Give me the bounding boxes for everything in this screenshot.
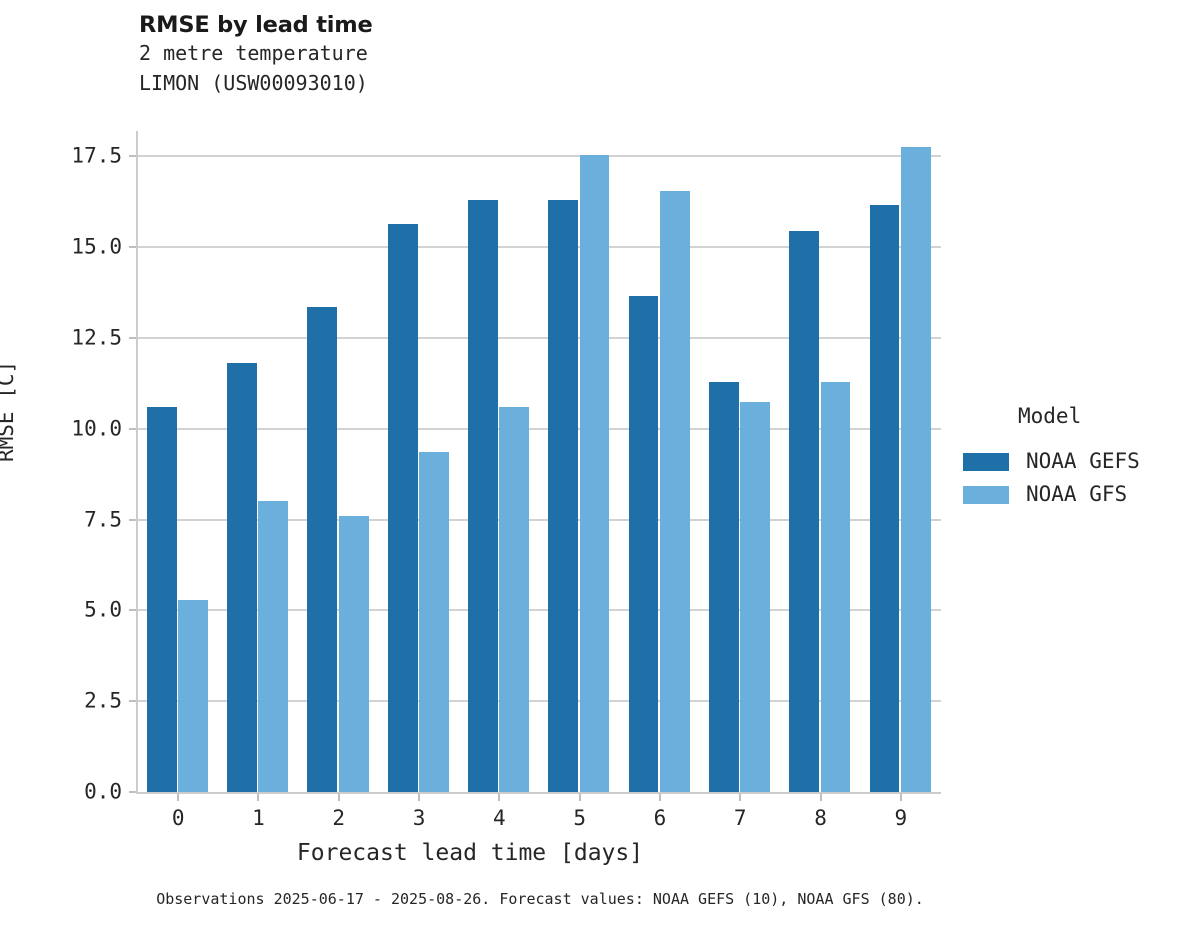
bar-noaa-gefs-day-7 (708, 381, 739, 792)
bar-noaa-gefs-day-3 (387, 223, 418, 792)
x-tick-label: 2 (332, 806, 346, 830)
y-tick-label: 15.0 (71, 234, 122, 259)
gridline (138, 155, 941, 158)
bar-noaa-gefs-day-4 (468, 200, 498, 792)
x-tick-mark (899, 794, 902, 801)
bar-noaa-gfs-day-4 (499, 407, 530, 792)
chart-subtitle-variable: 2 metre temperature (139, 41, 368, 65)
y-tick-mark (129, 791, 136, 793)
bar-noaa-gfs-day-0 (178, 599, 208, 792)
bar-noaa-gfs-day-6 (659, 190, 690, 792)
legend-label-noaa-gfs: NOAA GFS (1026, 482, 1128, 506)
x-tick-mark (739, 794, 742, 801)
legend: Model NOAA GEFS NOAA GFS (963, 406, 1178, 511)
y-tick-mark (129, 427, 136, 430)
y-tick-mark (129, 337, 136, 340)
y-tick-mark (129, 518, 136, 521)
y-tick-label: 17.5 (71, 143, 122, 168)
gridline (138, 700, 941, 703)
x-axis-label: Forecast lead time [days] (296, 840, 644, 866)
y-tick-label: 7.5 (84, 507, 122, 532)
gridline (138, 246, 941, 249)
y-tick-label: 2.5 (84, 688, 122, 713)
x-tick-mark (498, 794, 501, 801)
legend-swatch-noaa-gefs (963, 452, 1009, 471)
bar-noaa-gefs-day-2 (307, 307, 338, 792)
x-tick-mark (578, 794, 581, 801)
x-tick-label: 7 (733, 806, 747, 830)
x-tick-label: 9 (894, 806, 908, 830)
bar-noaa-gfs-day-7 (740, 401, 771, 792)
bar-noaa-gefs-day-6 (628, 296, 659, 792)
x-tick-mark (819, 794, 822, 801)
x-tick-label: 4 (493, 806, 506, 830)
chart-subtitle-station: LIMON (USW00093010) (139, 71, 368, 95)
legend-label-noaa-gefs: NOAA GEFS (1026, 449, 1140, 473)
legend-swatch-noaa-gfs (963, 485, 1009, 504)
x-tick-label: 8 (814, 806, 827, 830)
x-tick-label: 1 (252, 806, 265, 830)
legend-item-noaa-gefs[interactable]: NOAA GEFS (963, 445, 1178, 478)
x-tick-mark (658, 794, 661, 801)
x-tick-label: 5 (573, 806, 586, 830)
bar-noaa-gefs-day-0 (146, 407, 177, 792)
y-tick-mark (129, 246, 136, 249)
gridline (138, 427, 941, 430)
bar-noaa-gefs-day-5 (548, 200, 579, 792)
x-tick-label: 6 (653, 806, 667, 830)
y-tick-mark (129, 700, 136, 703)
axes: 0.0 2.5 5.0 7.5 10.0 12.5 15.0 17.5 0 1 2 3 4 5 6 7 8 9 (71, 131, 941, 829)
bar-noaa-gefs-day-8 (789, 230, 820, 792)
y-tick-mark (129, 155, 136, 158)
y-tick-label: 12.5 (71, 325, 122, 350)
bar-noaa-gfs-day-8 (820, 381, 851, 792)
y-tick-label: 10.0 (71, 416, 122, 441)
x-tick-label: 3 (412, 806, 426, 830)
bar-noaa-gfs-day-2 (338, 515, 369, 792)
y-tick-label: 5.0 (84, 597, 122, 622)
legend-item-noaa-gfs[interactable]: NOAA GFS (963, 478, 1178, 511)
y-axis-label: RMSE [C] (0, 360, 18, 462)
page-title: RMSE by lead time (139, 12, 373, 38)
title-block: RMSE by lead time 2 metre temperature LI… (139, 12, 899, 98)
bar-noaa-gfs-day-9 (900, 147, 931, 792)
x-tick-mark (418, 794, 421, 801)
bar-noaa-gfs-day-5 (579, 154, 610, 792)
gridline (138, 609, 941, 612)
y-tick-label: 0.0 (84, 779, 122, 804)
legend-title: Model (1018, 404, 1082, 428)
bar-noaa-gfs-day-1 (258, 501, 289, 792)
gridline (138, 337, 941, 340)
gridline (138, 518, 941, 521)
footnote: Observations 2025-06-17 - 2025-08-26. Fo… (156, 890, 924, 908)
x-tick-mark (257, 794, 260, 801)
bar-noaa-gefs-day-1 (227, 363, 257, 792)
x-tick-mark (337, 794, 340, 801)
bar-noaa-gfs-day-3 (419, 452, 449, 792)
x-tick-mark (177, 794, 180, 801)
y-tick-mark (129, 609, 136, 612)
bar-noaa-gefs-day-9 (869, 205, 900, 792)
x-tick-label: 0 (171, 806, 185, 830)
